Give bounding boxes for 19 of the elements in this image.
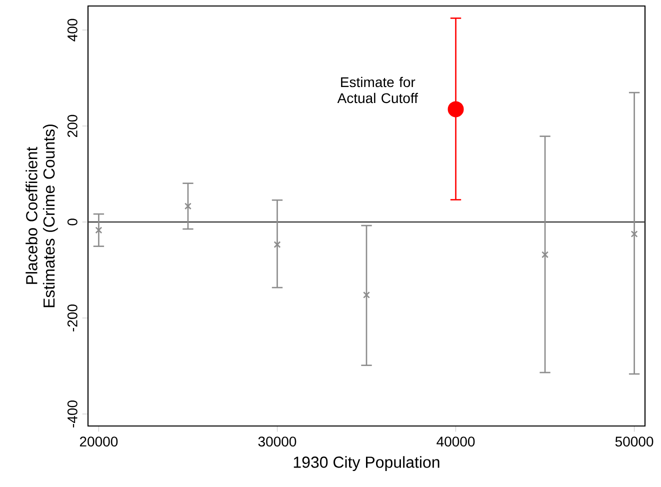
y-tick-label: -400: [67, 400, 78, 428]
point: [630, 230, 638, 238]
x-tick-label: 20000: [80, 436, 118, 447]
point: [274, 241, 281, 248]
x-axis-title: 1930 City Population: [294, 456, 440, 472]
y-tick-label: 200: [67, 114, 78, 137]
x-tick-label: 30000: [258, 436, 296, 447]
point: [542, 251, 549, 258]
point: [363, 291, 370, 298]
x-tick-label: 50000: [615, 436, 654, 447]
point: [184, 202, 192, 210]
y-tick-label: 400: [67, 18, 78, 42]
point: [448, 101, 464, 118]
y-tick-label: -200: [67, 304, 78, 332]
x-tick-label: 40000: [436, 436, 475, 447]
annotation: Estimate for Actual Cutoff: [337, 76, 418, 104]
point: [95, 226, 102, 234]
y-tick-label: 0: [67, 218, 78, 226]
y-axis-title: Placebo Coefficient Estimates (Crime Counts): [26, 124, 58, 308]
